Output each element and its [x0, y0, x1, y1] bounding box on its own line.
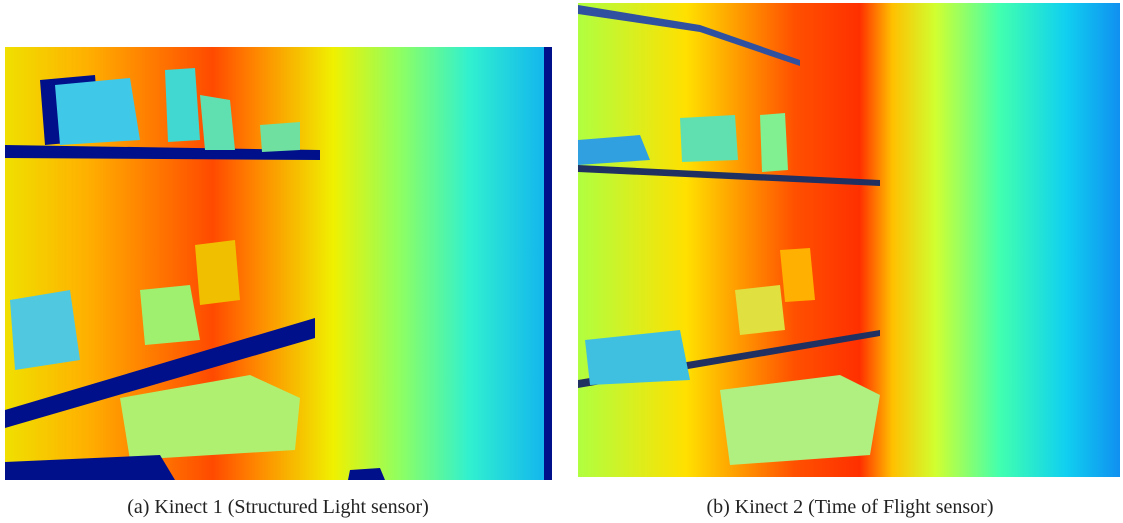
object	[578, 135, 650, 165]
caption: (a) Kinect 1 (Structured Light sensor)	[127, 496, 429, 518]
object	[200, 95, 235, 150]
object	[55, 78, 140, 145]
caption: (b) Kinect 2 (Time of Flight sensor)	[706, 496, 993, 518]
depth-image-a	[5, 47, 552, 480]
vase	[195, 240, 240, 305]
object	[760, 113, 788, 172]
object	[165, 68, 200, 142]
object	[260, 122, 300, 152]
object	[680, 115, 738, 162]
object	[10, 290, 80, 370]
figure: (a) Kinect 1 (Structured Light sensor) (…	[0, 0, 1123, 523]
object	[735, 285, 785, 335]
object	[140, 285, 200, 345]
floor-hole	[348, 468, 385, 480]
box	[720, 375, 880, 465]
depth-image-b	[578, 3, 1120, 477]
border-stripe	[544, 47, 552, 480]
vase	[780, 248, 815, 302]
